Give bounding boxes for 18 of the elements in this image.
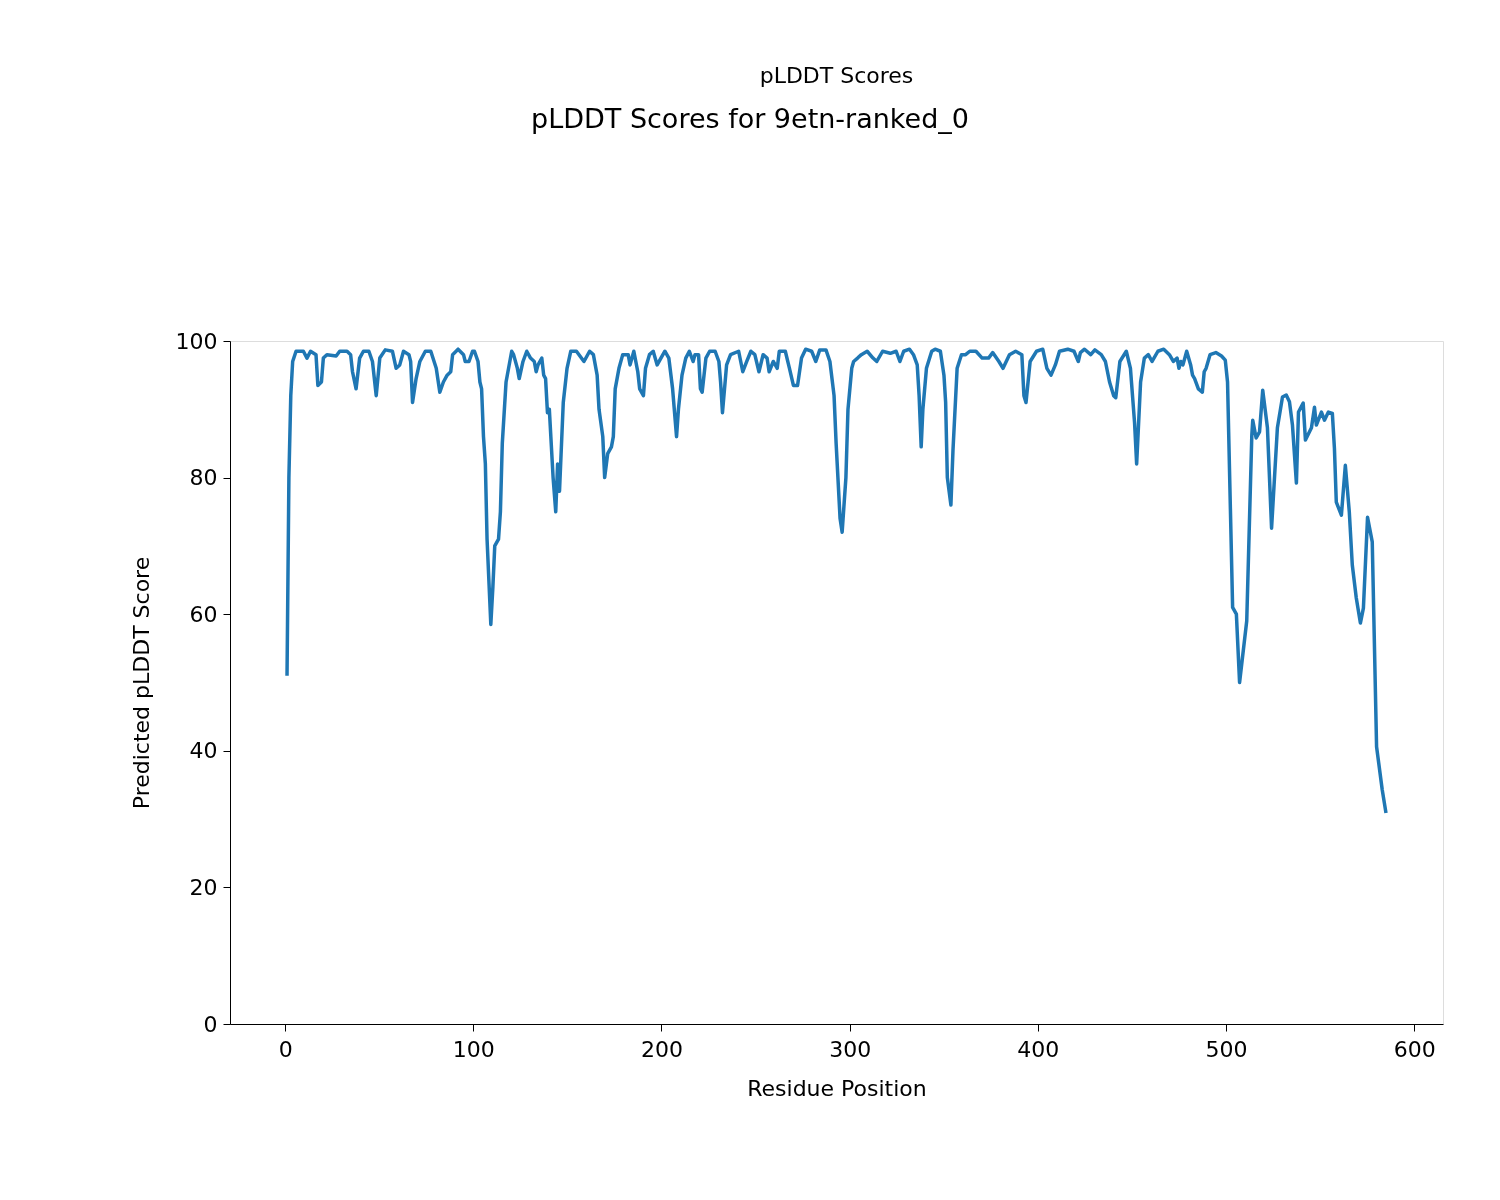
line-series [285,347,1388,815]
x-tick-label: 600 [1393,1036,1436,1062]
x-tick-label: 100 [452,1036,495,1062]
y-tick-label: 80 [189,465,218,491]
y-tick-label: 40 [189,738,218,764]
x-tick-label: 500 [1205,1036,1248,1062]
y-tick-label: 100 [175,328,218,354]
x-axis-title: Residue Position [747,1075,927,1101]
x-tick-label: 300 [829,1036,872,1062]
y-tick-label: 60 [189,601,218,627]
x-tick-label: 200 [640,1036,683,1062]
y-axis-title: Predicted pLDDT Score [128,556,154,810]
x-tick-label: 0 [278,1036,293,1062]
chart-title: pLDDT Scores for 9etn-ranked_0 [531,103,969,134]
y-tick-label: 0 [203,1011,218,1037]
chart-subtitle: pLDDT Scores [759,63,914,88]
y-tick-label: 20 [189,874,218,900]
x-tick-label: 400 [1017,1036,1060,1062]
